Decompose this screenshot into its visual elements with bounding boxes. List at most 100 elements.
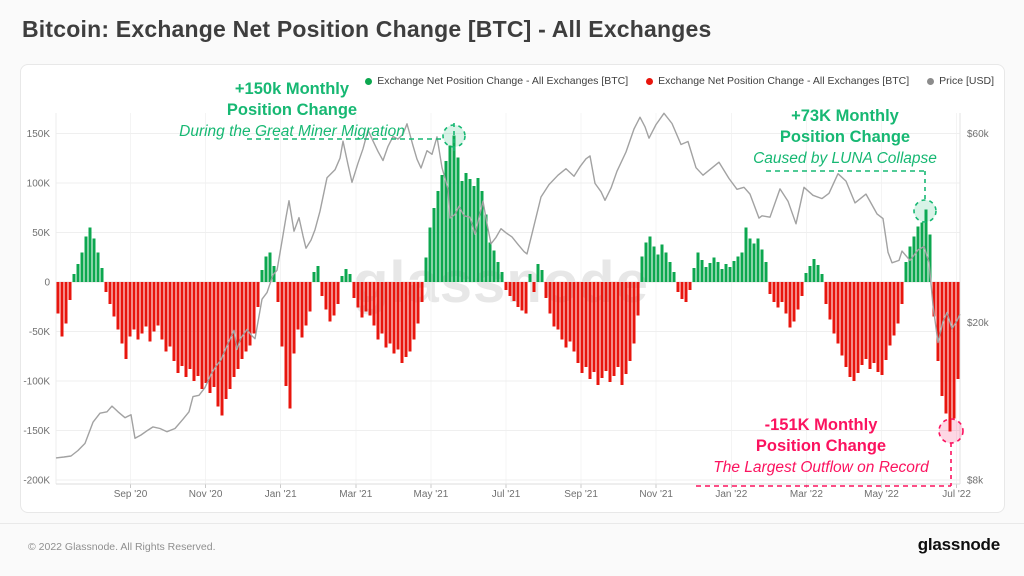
bar: [220, 282, 224, 416]
bar: [192, 282, 196, 381]
legend-dot-red-icon: [646, 77, 654, 85]
legend-label: Price [USD]: [939, 75, 994, 87]
bar: [256, 282, 260, 307]
bar: [644, 242, 648, 282]
bar: [96, 252, 100, 282]
bar: [112, 282, 116, 317]
bar: [860, 282, 864, 366]
bar: [492, 250, 496, 282]
bar: [648, 236, 652, 282]
bar: [396, 282, 400, 350]
bar: [108, 282, 112, 304]
y-left-label: 0: [44, 278, 50, 289]
bar: [420, 282, 424, 302]
footer-divider: [0, 523, 1024, 524]
bar: [304, 282, 308, 326]
bar: [252, 282, 256, 334]
bar: [716, 262, 720, 282]
bar: [392, 282, 396, 354]
bar: [464, 173, 468, 282]
bar: [344, 269, 348, 282]
bar: [60, 282, 64, 337]
bar: [204, 282, 208, 383]
annotation-line: Position Change: [755, 437, 887, 455]
bar: [600, 282, 604, 379]
bar: [240, 282, 244, 360]
x-tick-label: Jul '22: [942, 489, 971, 500]
bar: [756, 238, 760, 282]
x-tick-label: Jul '21: [492, 489, 521, 500]
legend-item-net-position-negative[interactable]: Exchange Net Position Change - All Excha…: [646, 75, 909, 87]
bar: [844, 282, 848, 368]
bar: [412, 282, 416, 340]
bar: [524, 282, 528, 314]
bar: [144, 282, 148, 327]
bar: [196, 282, 200, 377]
bar: [124, 282, 128, 360]
bar: [628, 282, 632, 362]
x-tick-label: May '21: [414, 489, 449, 500]
bar: [128, 282, 132, 337]
bar: [532, 282, 536, 292]
bar: [656, 254, 660, 282]
bar: [924, 209, 928, 282]
legend-item-price[interactable]: Price [USD]: [927, 75, 994, 87]
bar: [440, 175, 444, 282]
annotation-largest-outflow: -151K Monthly Position Change The Larges…: [690, 415, 952, 478]
bar: [320, 282, 324, 296]
annotation-highlight-circle: [938, 418, 964, 444]
bar: [720, 269, 724, 282]
bar: [472, 185, 476, 282]
x-tick-label: May '22: [864, 489, 899, 500]
bar: [184, 282, 188, 378]
bar: [72, 274, 76, 282]
bar: [432, 207, 436, 282]
bar: [692, 268, 696, 282]
bar: [364, 282, 368, 312]
y-left-label: 100K: [27, 179, 51, 190]
bar: [244, 282, 248, 352]
bar: [388, 282, 392, 344]
bar: [508, 282, 512, 296]
legend-item-net-position-positive[interactable]: Exchange Net Position Change - All Excha…: [365, 75, 628, 87]
annotation-line: Position Change: [779, 128, 911, 146]
bar: [228, 282, 232, 389]
bar: [216, 282, 220, 407]
bar: [688, 282, 692, 290]
bar: [480, 190, 484, 282]
bar: [284, 282, 288, 386]
bar: [564, 282, 568, 348]
bar: [200, 282, 204, 389]
bar: [712, 257, 716, 282]
x-tick-label: Jan '22: [715, 489, 747, 500]
bar: [916, 226, 920, 282]
bar: [616, 282, 620, 368]
bar: [176, 282, 180, 374]
bar: [880, 282, 884, 376]
bar: [488, 242, 492, 282]
bar: [948, 282, 952, 432]
bar: [352, 282, 356, 298]
bar: [904, 262, 908, 282]
bar: [544, 282, 548, 298]
bar: [676, 282, 680, 292]
bar: [452, 135, 456, 282]
bar: [236, 282, 240, 370]
bar: [868, 282, 872, 370]
bar: [876, 282, 880, 373]
y-left-label: -100K: [23, 377, 50, 388]
x-tick-label: Sep '21: [564, 489, 598, 500]
bar: [68, 282, 72, 300]
bar: [428, 227, 432, 282]
bar: [260, 270, 264, 282]
bar: [400, 282, 404, 364]
bar: [932, 282, 936, 317]
footer-copyright: © 2022 Glassnode. All Rights Reserved.: [28, 541, 216, 553]
bar: [892, 282, 896, 336]
bar: [596, 282, 600, 385]
bar: [168, 282, 172, 347]
bar: [896, 282, 900, 324]
bar: [460, 181, 464, 282]
